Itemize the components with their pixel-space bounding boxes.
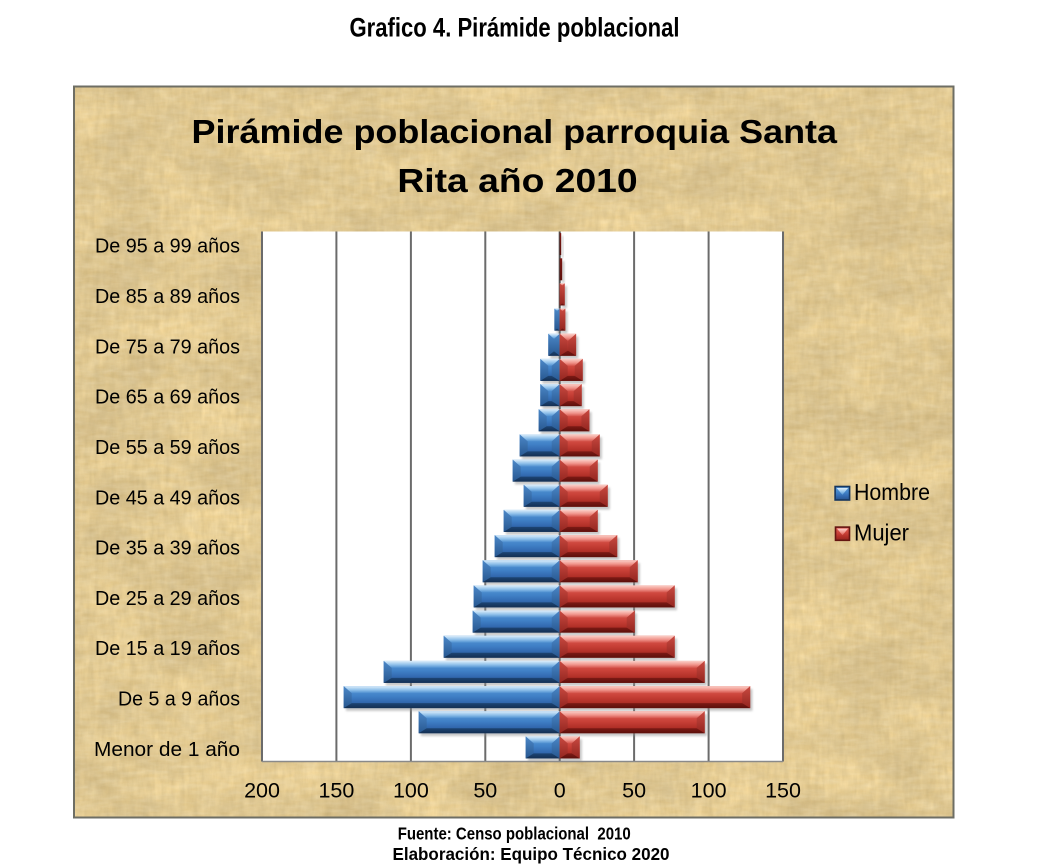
svg-text:Elaboración: Equipo Técnico 20: Elaboración: Equipo Técnico 2020 bbox=[393, 844, 670, 864]
svg-text:50: 50 bbox=[622, 779, 646, 803]
svg-text:De 85 a 89 años: De 85 a 89 años bbox=[95, 285, 240, 308]
svg-text:De 55 a 59 años: De 55 a 59 años bbox=[95, 436, 240, 459]
svg-text:Grafico 4. Pirámide poblaciona: Grafico 4. Pirámide poblacional bbox=[350, 13, 680, 43]
svg-text:De 25 a 29 años: De 25 a 29 años bbox=[95, 587, 240, 610]
svg-text:De 75 a 79 años: De 75 a 79 años bbox=[95, 335, 240, 358]
svg-text:Fuente: Censo poblacional 201: Fuente: Censo poblacional 2010 bbox=[398, 823, 631, 843]
svg-text:150: 150 bbox=[765, 779, 801, 803]
svg-text:De 5 a 9 años: De 5 a 9 años bbox=[118, 688, 240, 711]
svg-text:200: 200 bbox=[244, 779, 280, 803]
svg-text:De 35 a 39 años: De 35 a 39 años bbox=[95, 537, 240, 560]
svg-text:De 15 a 19 años: De 15 a 19 años bbox=[95, 637, 240, 660]
svg-text:50: 50 bbox=[473, 779, 497, 803]
svg-text:150: 150 bbox=[318, 779, 354, 803]
svg-text:Pirámide poblacional parroquia: Pirámide poblacional parroquia Santa bbox=[192, 114, 838, 151]
svg-text:0: 0 bbox=[554, 779, 566, 803]
svg-text:100: 100 bbox=[691, 779, 727, 803]
svg-text:Menor de 1 año: Menor de 1 año bbox=[94, 738, 240, 761]
svg-text:De 95 a 99 años: De 95 a 99 años bbox=[95, 235, 240, 258]
svg-text:De 45 a 49 años: De 45 a 49 años bbox=[95, 486, 240, 509]
svg-text:Rita año 2010: Rita año 2010 bbox=[397, 163, 637, 200]
svg-text:100: 100 bbox=[393, 779, 429, 803]
svg-text:Hombre: Hombre bbox=[854, 479, 930, 505]
svg-text:De 65 a 69 años: De 65 a 69 años bbox=[95, 386, 240, 409]
svg-text:Mujer: Mujer bbox=[854, 520, 909, 546]
